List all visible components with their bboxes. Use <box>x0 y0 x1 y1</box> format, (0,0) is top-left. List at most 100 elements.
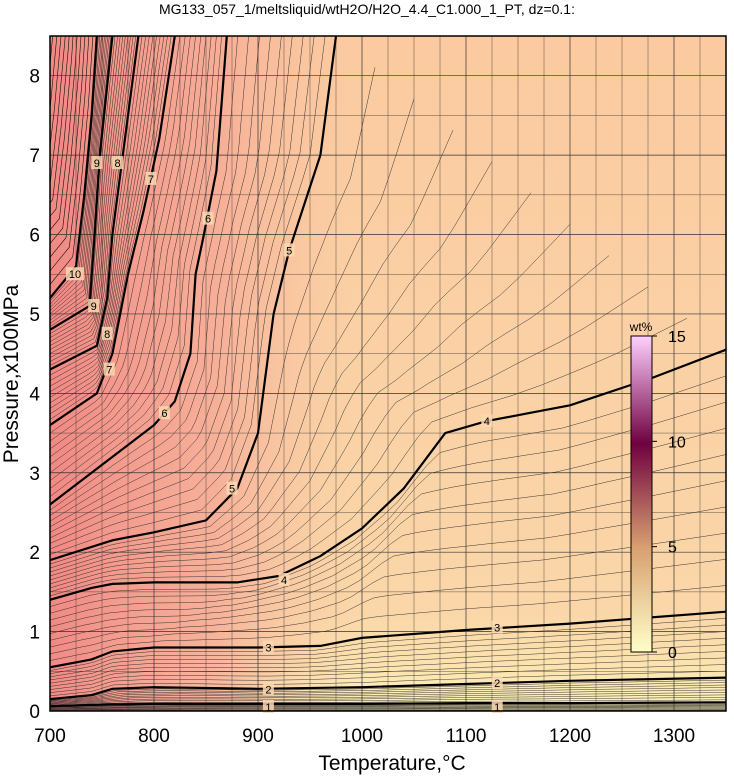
contour-line-2 <box>50 676 726 701</box>
y-tick-label: 2 <box>29 543 40 564</box>
thin-contour <box>50 36 304 544</box>
thin-contour <box>50 709 726 711</box>
thin-contour <box>50 36 207 473</box>
thin-contour <box>50 624 726 674</box>
thin-contour <box>50 697 726 706</box>
contour-label: 6 <box>158 406 170 420</box>
x-tick-label: 1100 <box>446 726 487 747</box>
thin-contour <box>50 36 90 272</box>
contour-line-7 <box>50 36 176 427</box>
thin-contour <box>50 36 74 217</box>
contour-label-text: 2 <box>265 685 271 697</box>
thin-contour <box>50 36 161 404</box>
contour-line-8 <box>50 36 140 371</box>
x-axis: 700 800 900 1000 1100 1200 1300 Temperature,°C <box>34 726 695 775</box>
thin-contour <box>50 36 326 555</box>
y-tick-label: 4 <box>29 384 40 405</box>
thin-contour <box>50 36 222 497</box>
contour-label-text: 7 <box>148 174 154 186</box>
thin-contour <box>50 657 726 690</box>
thin-contour <box>50 36 181 434</box>
thin-contour <box>50 670 726 697</box>
thin-contour <box>50 36 271 527</box>
thin-contour <box>50 36 62 150</box>
thin-contour <box>50 454 726 628</box>
thin-contour <box>50 36 121 342</box>
thin-contour <box>50 36 249 516</box>
y-tick-label: 1 <box>29 623 40 644</box>
colorbar-title: wt% <box>629 320 653 334</box>
contour-label-bg <box>88 299 100 312</box>
thin-contour <box>50 318 688 597</box>
thin-contour <box>50 532 726 648</box>
contour-label: 9 <box>91 156 103 170</box>
contour-label-text: 9 <box>94 158 100 170</box>
thin-contour <box>50 36 102 308</box>
thin-contour <box>50 36 86 258</box>
major-contours <box>50 36 726 708</box>
contour-label: 9 <box>88 299 100 313</box>
colorbar-tick-label: 5 <box>668 540 677 557</box>
contour-label: 5 <box>226 481 238 496</box>
contour-labels: 1 1 2 2 3 3 4 4 5 5 6 6 7 7 8 8 9 9 10 <box>65 156 503 714</box>
contour-label-bg <box>278 572 290 586</box>
thin-contour <box>50 36 112 327</box>
x-axis-title: Temperature,°C <box>318 752 465 775</box>
x-tick-label: 1300 <box>653 726 695 747</box>
thin-contour <box>50 36 58 111</box>
y-tick-label: 3 <box>29 464 40 485</box>
thin-contour <box>50 480 726 634</box>
colorbar-ticks: 0 5 10 15 <box>652 329 686 662</box>
thin-contour <box>50 631 726 678</box>
contour-label-text: 7 <box>106 365 112 377</box>
thin-contour <box>50 36 129 354</box>
thin-contour <box>50 703 726 708</box>
thin-contour <box>50 255 610 589</box>
contour-label-text: 9 <box>91 301 97 313</box>
contour-line-9 <box>50 36 114 331</box>
thin-contour <box>50 687 726 703</box>
contour-label-text: 3 <box>265 642 271 654</box>
contour-label-text: 3 <box>494 623 500 635</box>
contour-label-bg <box>226 481 238 495</box>
y-tick-labels: 0 1 2 3 4 5 6 7 8 <box>29 67 40 723</box>
contour-label: 1 <box>262 700 274 714</box>
thin-contour <box>50 36 157 398</box>
thin-contour <box>50 36 165 409</box>
thin-contour <box>50 36 107 318</box>
contour-label: 6 <box>202 211 214 226</box>
colorbar-tick-label: 15 <box>668 329 686 346</box>
chart-title: MG133_057_1/meltsliquid/wtH2O/H2O_4.4_C1… <box>159 1 575 17</box>
contour-label-text: 2 <box>494 678 500 690</box>
y-tick-label: 8 <box>29 67 40 88</box>
x-tick-label: 1200 <box>549 726 591 747</box>
thin-contour <box>50 637 726 681</box>
x-tick-label: 1000 <box>341 726 383 747</box>
y-axis: 0 1 2 3 4 5 6 7 8 Pressure,x100MPa <box>0 67 40 723</box>
contour-label: 7 <box>103 362 115 377</box>
colorbar-tick-label: 10 <box>668 434 686 451</box>
thin-contour <box>50 36 293 539</box>
contour-label: 8 <box>101 326 113 341</box>
thin-contour <box>50 36 315 550</box>
thin-contour <box>50 36 104 311</box>
contour-label-bg <box>158 406 170 420</box>
thin-contour <box>50 224 571 585</box>
contour-line-3 <box>50 610 726 669</box>
thin-contour <box>50 130 454 573</box>
thin-contour <box>50 36 70 204</box>
thin-contour <box>50 98 415 569</box>
contour-label-text: 5 <box>229 484 235 496</box>
thin-contour <box>50 36 108 321</box>
contour-label: 3 <box>491 620 503 635</box>
contour-line-6 <box>50 36 228 506</box>
thin-contour <box>50 707 726 710</box>
thin-contour <box>50 428 726 621</box>
contour-label-text: 10 <box>69 269 81 281</box>
thin-contour <box>50 286 649 593</box>
contour-label-bg <box>145 171 157 185</box>
contour-label-bg <box>491 700 503 714</box>
thin-contour <box>50 36 131 358</box>
contour-label-bg <box>481 414 493 428</box>
x-tick-label: 900 <box>242 726 274 747</box>
